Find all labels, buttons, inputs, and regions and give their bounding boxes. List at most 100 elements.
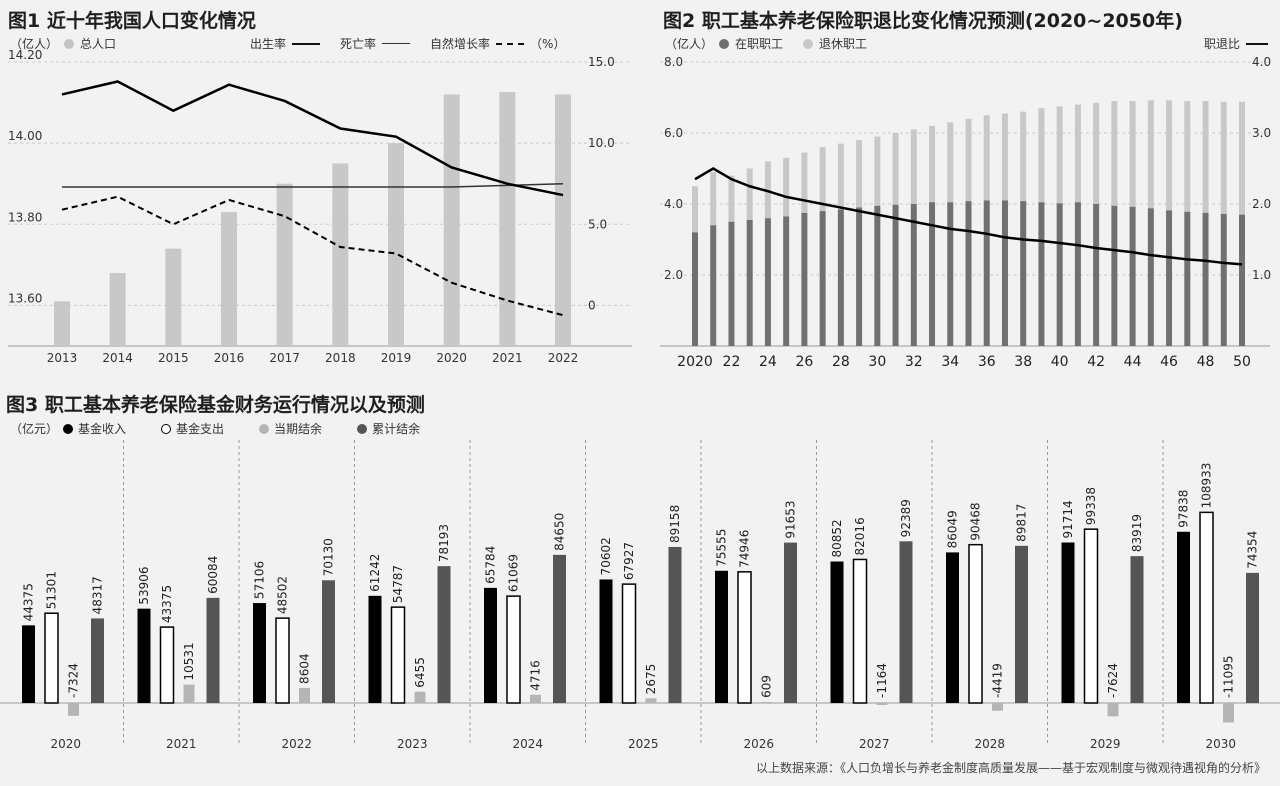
active-bar bbox=[692, 232, 698, 346]
chart2-plot: 8.0 6.0 4.0 2.0 4.0 3.0 2.0 1.0 2020 22 24 26 28 30 32… bbox=[660, 55, 1271, 370]
chart3-bar bbox=[968, 543, 983, 704]
chart2-xtick: 28 bbox=[832, 354, 850, 370]
chart3-bar bbox=[1199, 511, 1214, 704]
chart3-data-label: 51301 bbox=[45, 571, 59, 609]
chart3-data-label: 89817 bbox=[1015, 504, 1029, 542]
active-bar bbox=[1093, 204, 1100, 346]
chart1-ytick-right: 5.0 bbox=[588, 217, 607, 231]
population-bar bbox=[221, 212, 237, 346]
chart2-xtick: 22 bbox=[723, 354, 741, 370]
birth-rate-swatch bbox=[292, 42, 321, 45]
chart3-data-label: 91653 bbox=[784, 500, 798, 538]
chart3-data-label: 67927 bbox=[622, 542, 636, 580]
retired-swatch bbox=[803, 38, 814, 49]
chart3-data-label: 4716 bbox=[529, 660, 543, 691]
active-bar bbox=[837, 209, 844, 346]
chart1-legend-population: 总人口 bbox=[80, 37, 117, 51]
chart2-xtick: 32 bbox=[905, 354, 923, 370]
chart3-xtick: 2030 bbox=[1205, 737, 1236, 751]
chart1-xtick: 2021 bbox=[492, 351, 523, 365]
retired-bar bbox=[1166, 100, 1173, 211]
chart3-data-label: -11095 bbox=[1222, 655, 1236, 698]
chart2-xtick: 24 bbox=[759, 354, 777, 370]
population-bar bbox=[276, 183, 293, 346]
ratio-line bbox=[694, 167, 1243, 266]
chart3-bar bbox=[852, 558, 868, 704]
active-bar bbox=[1202, 212, 1209, 346]
chart3-data-label: 61069 bbox=[507, 554, 521, 592]
retired-bar bbox=[1220, 101, 1227, 214]
chart1-legend-left: （亿人） 总人口 bbox=[10, 35, 116, 52]
chart3-xtick: 2028 bbox=[974, 737, 1005, 751]
chart3-bar bbox=[830, 561, 844, 703]
chart3-data-label: 10531 bbox=[182, 642, 196, 680]
chart3-bar bbox=[68, 703, 79, 716]
chart3-data-label: 74946 bbox=[738, 530, 752, 568]
chart2-ytick-left: 4.0 bbox=[664, 197, 683, 211]
active-bar bbox=[801, 212, 808, 346]
chart1-right-unit: （%） bbox=[530, 37, 566, 51]
chart3-data-label: 83919 bbox=[1130, 514, 1144, 552]
chart3-data-label: 6455 bbox=[413, 657, 427, 688]
active-bar bbox=[710, 225, 717, 346]
chart3-data-label: 75555 bbox=[715, 529, 729, 567]
active-bar bbox=[1056, 203, 1063, 346]
chart3-bar bbox=[946, 552, 959, 703]
retired-bar bbox=[764, 161, 771, 219]
chart3-bar bbox=[437, 566, 451, 703]
chart3-data-label: -7324 bbox=[67, 663, 81, 698]
chart3-plot: 2020 44375 51301 -7324 48317 2021 53906 43375 10… bbox=[0, 440, 1280, 751]
chart3-data-label: 99338 bbox=[1084, 487, 1098, 525]
death-rate-swatch bbox=[382, 43, 411, 44]
chart1-xtick: 2020 bbox=[436, 351, 467, 365]
birth-rate-line bbox=[61, 80, 564, 197]
retired-bar bbox=[947, 122, 954, 203]
chart3-xtick: 2026 bbox=[743, 737, 774, 751]
active-bar bbox=[728, 221, 735, 346]
chart3-bar bbox=[183, 684, 195, 703]
population-bar bbox=[332, 163, 349, 346]
chart3-data-label: 80852 bbox=[830, 519, 844, 557]
active-bar bbox=[983, 200, 990, 346]
chart3-bar bbox=[253, 603, 266, 703]
active-bar bbox=[1147, 208, 1154, 346]
chart1-legend-natural: 自然增长率 bbox=[430, 37, 491, 51]
retired-bar bbox=[1020, 111, 1027, 202]
chart3-data-label: 70602 bbox=[599, 537, 613, 575]
chart1-ytick-right: 10.0 bbox=[588, 136, 615, 150]
chart3-bar bbox=[1107, 703, 1119, 717]
chart1-xtick: 2022 bbox=[548, 351, 579, 365]
chart3-bar bbox=[530, 694, 541, 703]
chart2-legend-active: 在职职工 bbox=[735, 37, 784, 51]
active-bar bbox=[965, 201, 972, 346]
chart2-xtick: 48 bbox=[1197, 354, 1215, 370]
population-bar bbox=[54, 301, 70, 346]
chart1-title: 图1 近十年我国人口变化情况 bbox=[8, 10, 256, 32]
chart3-data-label: 74354 bbox=[1246, 531, 1260, 569]
chart3-bar bbox=[44, 612, 59, 704]
chart3-legend-income: 基金收入 bbox=[78, 422, 127, 436]
active-bar bbox=[746, 219, 753, 346]
chart3-data-label: 48317 bbox=[91, 576, 105, 614]
retired-bar bbox=[692, 186, 698, 233]
chart3-data-label: 108933 bbox=[1200, 463, 1214, 509]
chart3-xtick: 2021 bbox=[166, 737, 197, 751]
chart3-bar bbox=[1223, 703, 1234, 723]
chart2-ytick-right: 1.0 bbox=[1252, 268, 1271, 282]
retired-bar bbox=[1056, 106, 1063, 204]
chart3-data-label: 8604 bbox=[298, 653, 312, 684]
active-bar bbox=[1239, 214, 1245, 346]
chart3-data-label: 609 bbox=[760, 675, 774, 698]
chart3-data-label: 48502 bbox=[276, 576, 290, 614]
chart3-data-label: 70130 bbox=[322, 538, 336, 576]
chart2-legend-retired: 退休职工 bbox=[819, 37, 868, 51]
chart1-plot: 14.20 14.00 13.80 13.60 15.0 10.0 5.0 0 2013 2014… bbox=[8, 50, 632, 365]
chart3-data-label: 78193 bbox=[437, 524, 451, 562]
chart3-bar bbox=[1177, 531, 1190, 703]
chart3-data-label: 53906 bbox=[137, 566, 151, 604]
current-balance-swatch bbox=[259, 423, 270, 434]
retired-bar bbox=[1093, 102, 1100, 204]
chart3-data-label: 82016 bbox=[853, 517, 867, 555]
chart3-xtick: 2020 bbox=[50, 737, 81, 751]
retired-bar bbox=[1001, 113, 1008, 201]
